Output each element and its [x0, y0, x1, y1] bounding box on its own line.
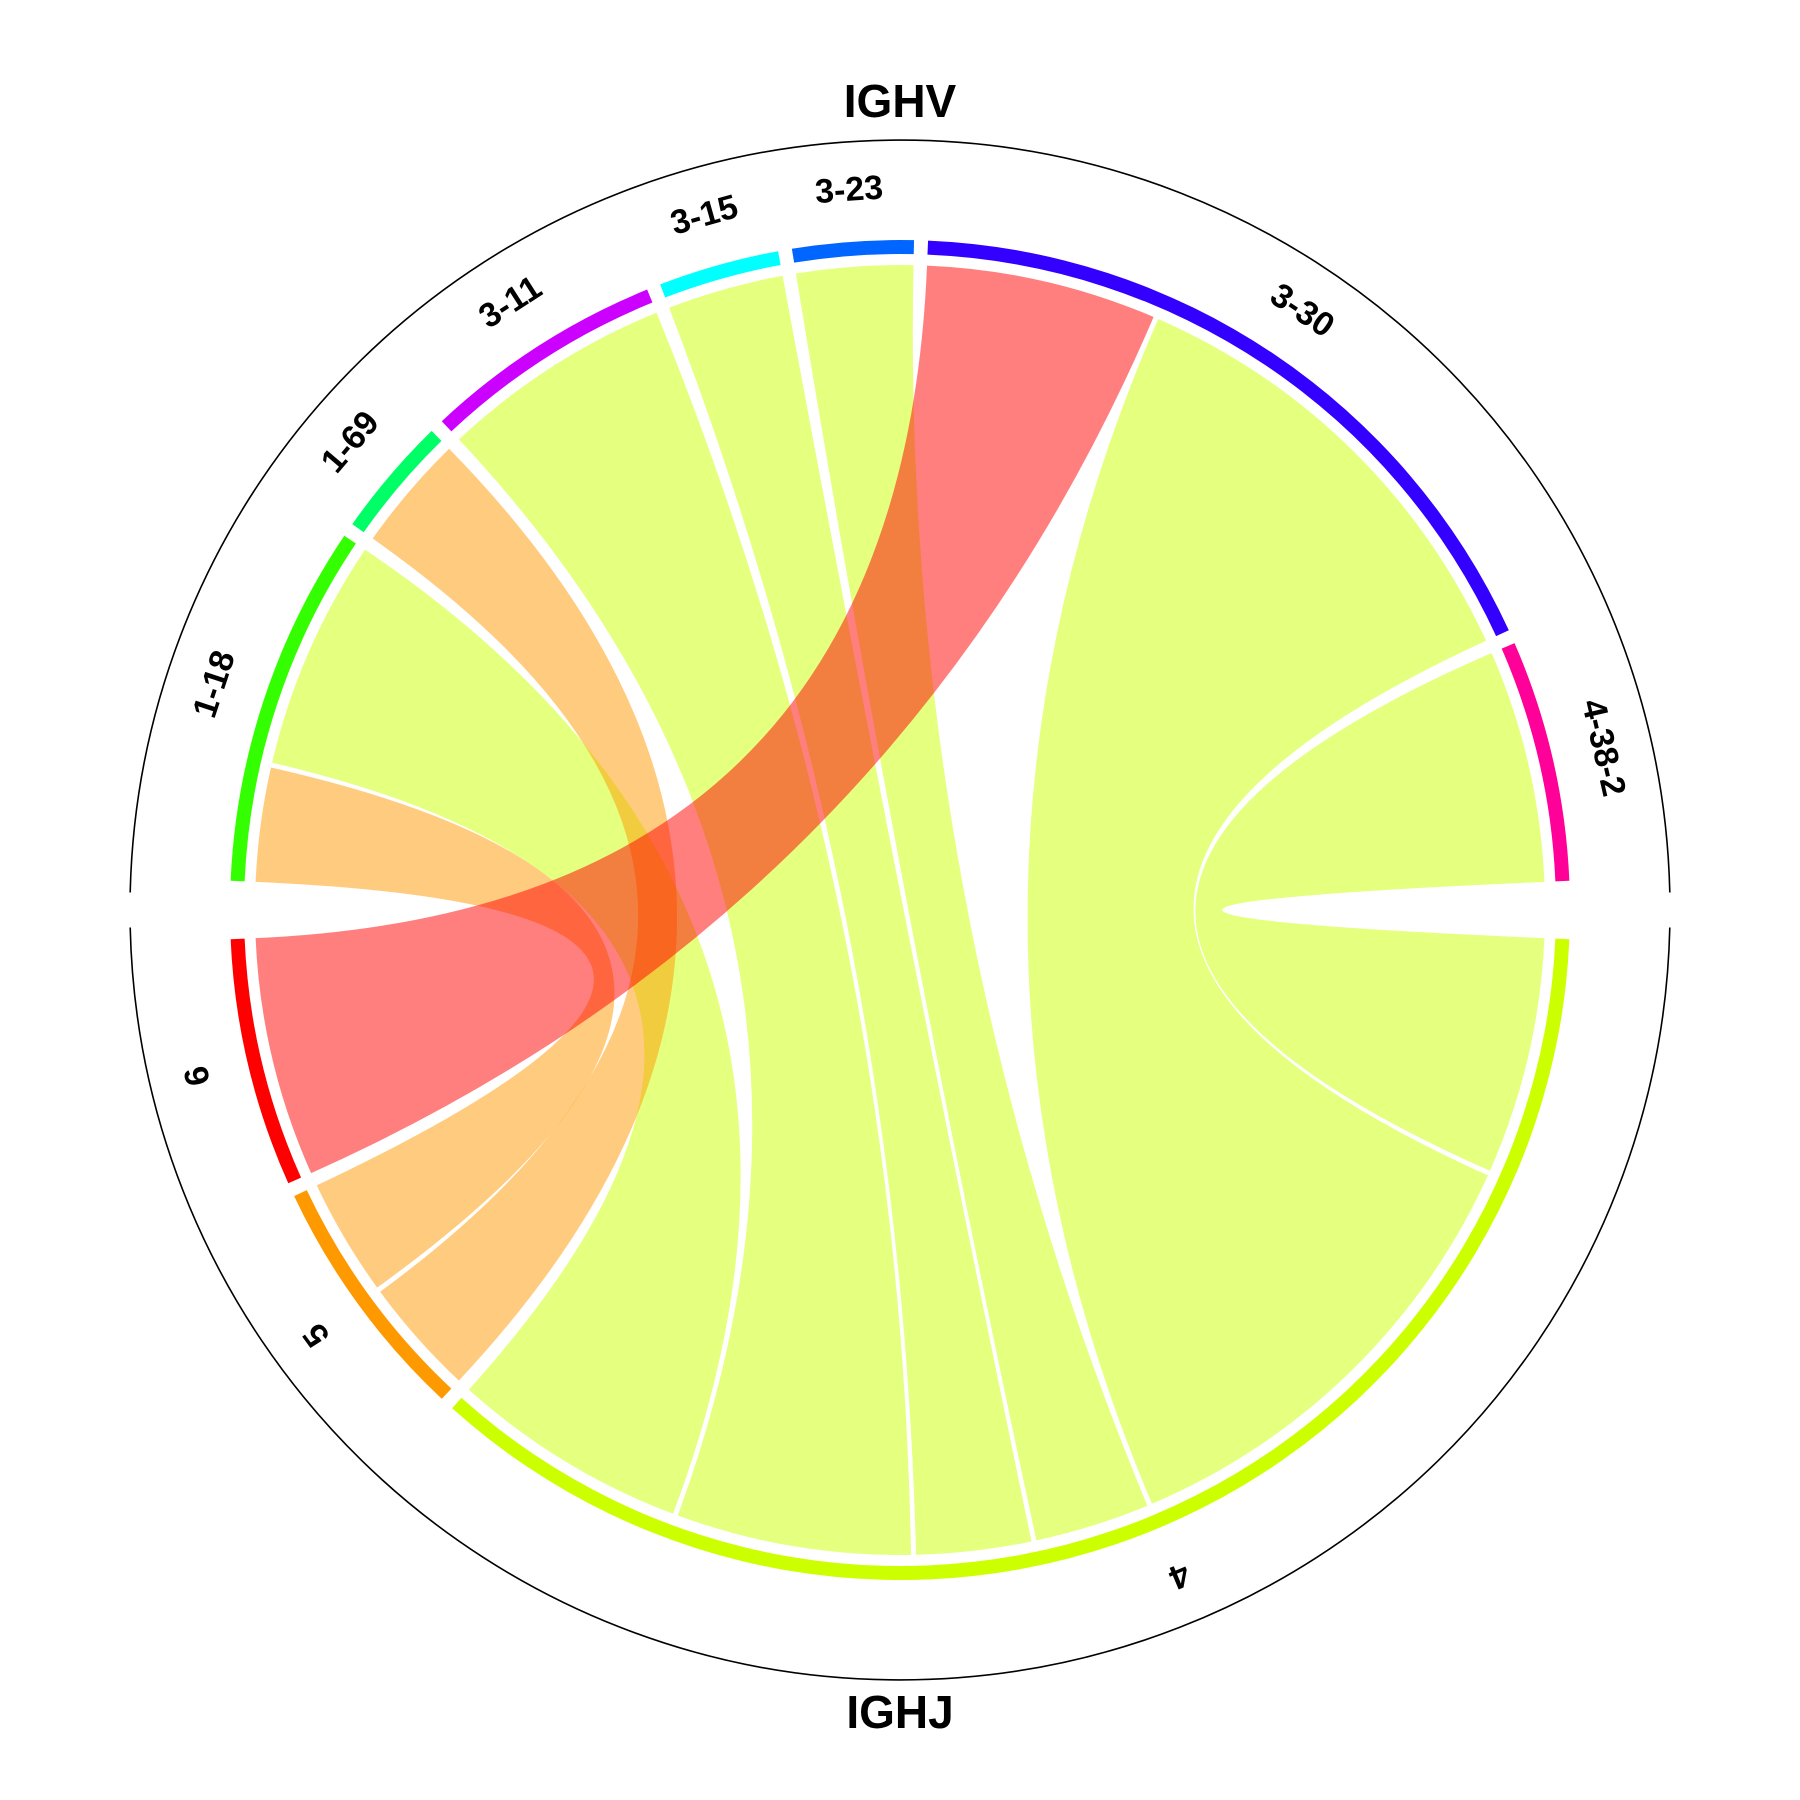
outline-arc-bottom	[129, 927, 1671, 1681]
ribbon-1-69-to-5	[372, 448, 678, 1381]
segment-arc-5	[294, 1190, 452, 1399]
segment-label-1-69: 1-69	[314, 404, 387, 480]
segment-arc-3-23	[791, 240, 915, 263]
segment-arc-6	[230, 938, 302, 1184]
segment-arc-3-15	[660, 251, 781, 298]
ribbon-3-30-to-4	[1027, 318, 1488, 1504]
segment-label-5: 5	[295, 1316, 337, 1354]
ribbon-3-15-to-4	[669, 275, 1032, 1555]
ribbons	[255, 264, 1545, 1556]
segment-label-3-23: 3-23	[814, 168, 885, 211]
segment-label-3-11: 3-11	[472, 268, 548, 336]
ribbon-4-38-2-to-4	[1195, 653, 1545, 1171]
segment-label-4-38-2: 4-38-2	[1574, 696, 1633, 800]
segment-label-1-18: 1-18	[186, 646, 243, 723]
segment-label-6: 6	[177, 1062, 218, 1089]
outline-arc-top	[129, 139, 1671, 893]
segment-label-3-30: 3-30	[1263, 276, 1341, 345]
ribbon-3-30-to-6	[255, 265, 1154, 1174]
segment-arc-4-38-2	[1501, 643, 1570, 882]
segment-arcs	[230, 240, 1570, 1580]
segment-label-3-15: 3-15	[666, 188, 742, 243]
outer-ring-outline	[129, 139, 1671, 1681]
segment-label-4: 4	[1163, 1555, 1195, 1597]
segment-arc-3-11	[441, 289, 653, 432]
ribbon-1-18-to-4	[272, 549, 741, 1514]
group-title-ighv: IGHV	[844, 75, 957, 127]
group-title-ighj: IGHJ	[846, 1686, 953, 1738]
ribbon-3-11-to-4	[458, 312, 911, 1556]
segment-arc-1-18	[230, 535, 356, 882]
segment-arc-1-69	[352, 430, 442, 533]
